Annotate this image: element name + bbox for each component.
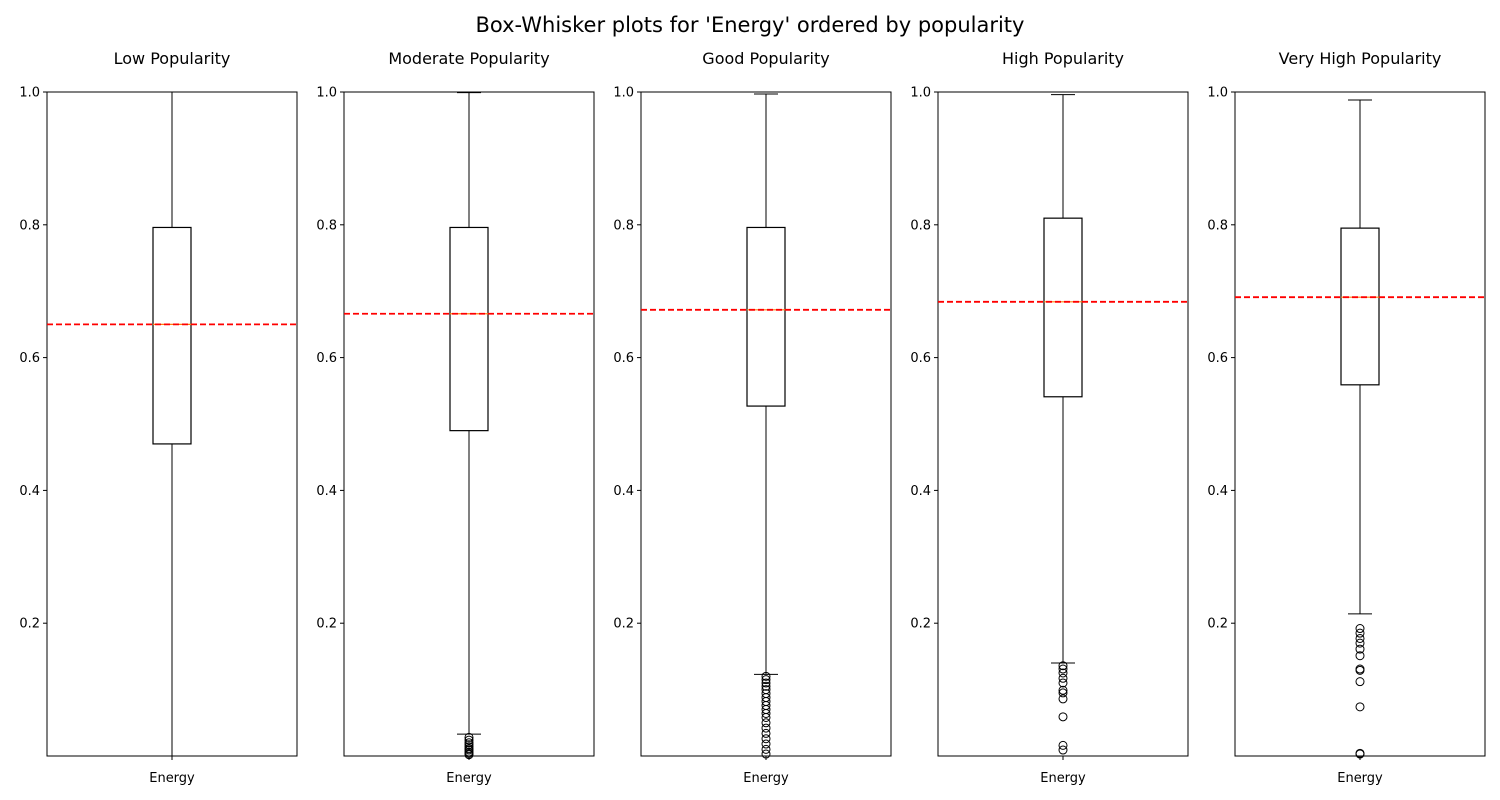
outlier-point [761,723,771,733]
y-tick-label: 0.4 [613,484,634,499]
outlier-point [1355,633,1365,643]
outlier-point [1058,678,1068,688]
outlier-point [1355,677,1365,687]
outlier-point [1058,740,1068,750]
y-tick-label: 1.0 [316,86,337,101]
outlier-point [1058,694,1068,704]
y-tick-label: 0.6 [613,351,634,366]
y-tick-label: 0.8 [613,218,634,233]
outlier-point [761,718,771,728]
x-tick-label: Energy [1337,771,1383,786]
y-tick-label: 0.2 [316,617,337,632]
outlier-point [1058,664,1068,674]
outlier-point [761,681,771,691]
iqr-box [746,226,786,407]
outlier-point [761,712,771,722]
iqr-box [449,226,489,432]
y-tick-label: 0.4 [19,484,40,499]
panel-title: High Popularity [1002,49,1124,68]
panel-4: High Popularity 0.2 0.4 0.6 0.8 1.0 Energy [910,49,1189,786]
panel-2: Moderate Popularity 0.2 0.4 0.6 0.8 1.0 Energy [316,49,595,786]
y-tick-label: 0.6 [1207,351,1228,366]
outlier-point [761,671,771,681]
outlier-point [1355,638,1365,648]
outlier-point [464,732,474,742]
y-tick-label: 0.6 [316,351,337,366]
outlier-point [761,728,771,738]
panels: Low Popularity0.20.40.60.81.0EnergyModer… [19,49,1486,786]
panel-title: Very High Popularity [1279,49,1442,68]
outlier-point [761,675,771,685]
iqr-box [1340,227,1380,386]
outlier-point [1355,702,1365,712]
outlier-point [1058,673,1068,683]
outlier-point [1355,665,1365,675]
x-tick-label: Energy [1040,771,1086,786]
outlier-point [1355,651,1365,661]
panel-3: Good Popularity 0.2 0.4 0.6 0.8 1.0 Energy [613,49,892,786]
y-tick-label: 0.4 [1207,484,1228,499]
y-tick-label: 0.4 [910,484,931,499]
outlier-point [1058,712,1068,722]
panel-1: Low Popularity 0.2 0.4 0.6 0.8 1.0 Energy [19,49,298,786]
y-tick-label: 1.0 [910,86,931,101]
outlier-point [761,734,771,744]
y-tick-label: 1.0 [1207,86,1228,101]
outlier-point [761,744,771,754]
y-tick-label: 0.4 [316,484,337,499]
outlier-point [1058,661,1068,671]
panel-title: Low Popularity [114,49,231,68]
outlier-point [1355,749,1365,759]
panel-title: Moderate Popularity [388,49,549,68]
y-tick-label: 1.0 [19,86,40,101]
outlier-point [761,739,771,749]
outlier-point [1058,745,1068,755]
y-tick-label: 0.8 [1207,218,1228,233]
y-tick-label: 0.6 [910,351,931,366]
panel-title: Good Popularity [702,49,829,68]
y-tick-label: 0.8 [316,218,337,233]
y-tick-label: 0.2 [613,617,634,632]
outlier-point [1355,624,1365,634]
outlier-point [761,749,771,759]
y-tick-label: 0.2 [19,617,40,632]
y-tick-label: 0.2 [1207,617,1228,632]
x-tick-label: Energy [446,771,492,786]
outlier-point [761,678,771,688]
iqr-box [152,226,192,445]
panel-5: Very High Popularity 0.2 0.4 0.6 0.8 1.0 Energ… [1207,49,1486,786]
outlier-point [464,735,474,745]
x-tick-label: Energy [149,771,195,786]
iqr-box [1043,217,1083,398]
x-tick-label: Energy [743,771,789,786]
outlier-point [761,709,771,719]
figure-title: Box-Whisker plots for 'Energy' ordered b… [476,13,1025,37]
outlier-point [1355,628,1365,638]
outlier-point [464,750,474,760]
y-tick-label: 0.2 [910,617,931,632]
y-tick-label: 0.8 [910,218,931,233]
outlier-point [1058,668,1068,678]
y-tick-label: 0.6 [19,351,40,366]
outlier-point [1058,688,1068,698]
outlier-point [1058,685,1068,695]
y-tick-label: 1.0 [613,86,634,101]
y-tick-label: 0.8 [19,218,40,233]
outlier-point [1355,644,1365,654]
